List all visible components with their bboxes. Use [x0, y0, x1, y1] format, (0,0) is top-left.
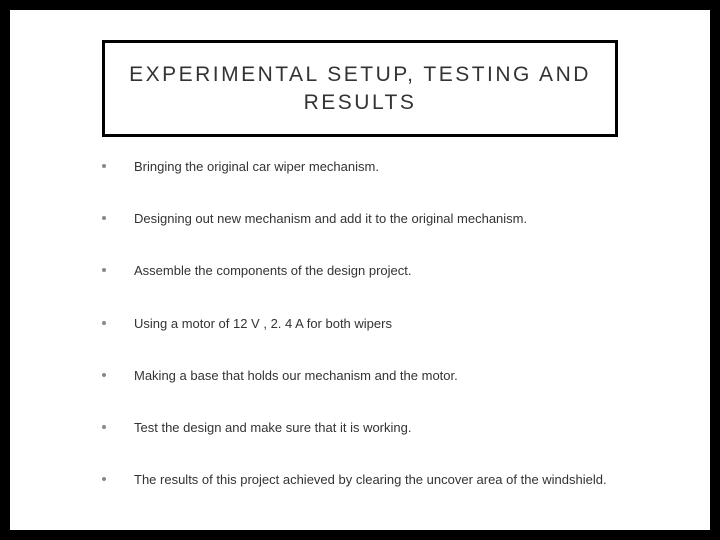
list-item-text: The results of this project achieved by … [134, 471, 650, 489]
list-item-text: Assemble the components of the design pr… [134, 262, 650, 280]
bullet-icon [102, 321, 106, 325]
bullet-list: Bringing the original car wiper mechanis… [102, 158, 650, 523]
bullet-icon [102, 164, 106, 168]
slide-title: EXPERIMENTAL SETUP, TESTING AND RESULTS [125, 61, 595, 118]
list-item-text: Bringing the original car wiper mechanis… [134, 158, 650, 176]
list-item: The results of this project achieved by … [102, 471, 650, 489]
bullet-icon [102, 477, 106, 481]
list-item-text: Using a motor of 12 V , 2. 4 A for both … [134, 315, 650, 333]
bullet-icon [102, 216, 106, 220]
list-item: Test the design and make sure that it is… [102, 419, 650, 437]
list-item: Making a base that holds our mechanism a… [102, 367, 650, 385]
list-item: Assemble the components of the design pr… [102, 262, 650, 280]
bullet-icon [102, 373, 106, 377]
list-item-text: Designing out new mechanism and add it t… [134, 210, 650, 228]
slide: EXPERIMENTAL SETUP, TESTING AND RESULTS … [10, 10, 710, 530]
title-box: EXPERIMENTAL SETUP, TESTING AND RESULTS [102, 40, 618, 137]
bullet-icon [102, 268, 106, 272]
list-item-text: Test the design and make sure that it is… [134, 419, 650, 437]
list-item: Bringing the original car wiper mechanis… [102, 158, 650, 176]
list-item: Using a motor of 12 V , 2. 4 A for both … [102, 315, 650, 333]
list-item: Designing out new mechanism and add it t… [102, 210, 650, 228]
list-item-text: Making a base that holds our mechanism a… [134, 367, 650, 385]
bullet-icon [102, 425, 106, 429]
